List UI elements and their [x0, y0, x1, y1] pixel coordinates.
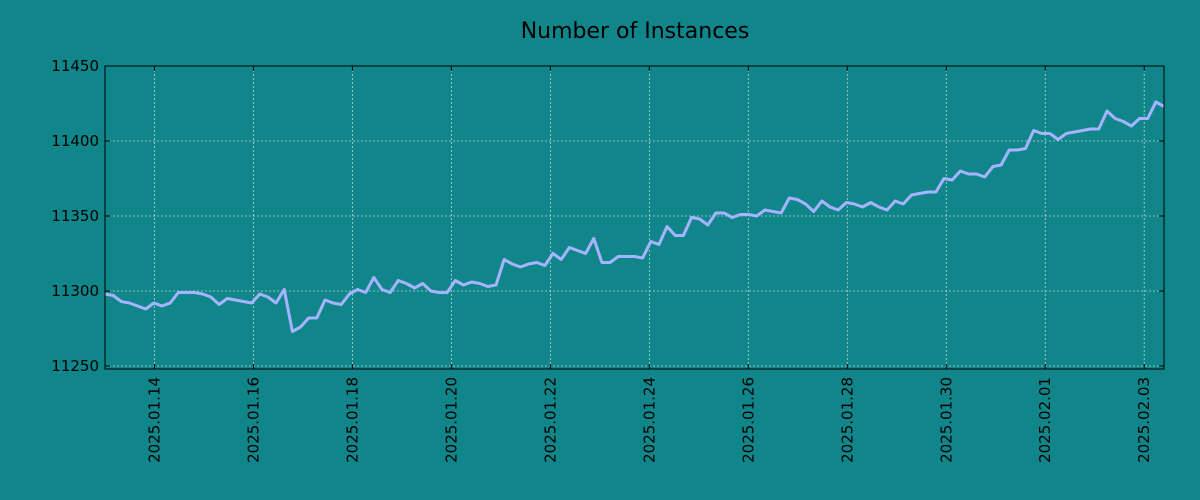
y-tick-label: 11400 [51, 132, 99, 150]
chart-title: Number of Instances [521, 19, 750, 44]
y-tick-label: 11300 [51, 282, 99, 300]
series-line [104, 100, 1165, 333]
x-tick-label: 2025.01.20 [442, 377, 460, 463]
x-tick-label: 2025.01.18 [343, 377, 361, 463]
x-tick-label: 2025.01.26 [739, 377, 757, 463]
x-tick-label: 2025.01.24 [640, 377, 658, 463]
y-tick-label: 11250 [51, 357, 99, 375]
x-tick-label: 2025.01.16 [244, 377, 262, 463]
x-tick-label: 2025.02.01 [1036, 377, 1054, 463]
grid [105, 65, 1164, 369]
x-tick-label: 2025.02.03 [1135, 377, 1153, 463]
plot-frame [104, 65, 1165, 370]
x-tick-label: 2025.01.28 [838, 377, 856, 463]
y-tick-label: 11350 [51, 207, 99, 225]
x-tick-label: 2025.01.14 [145, 377, 163, 463]
x-tick-label: 2025.01.30 [937, 377, 955, 463]
x-tick-label: 2025.01.22 [541, 377, 559, 463]
y-tick-label: 11450 [51, 57, 99, 75]
x-axis-ticks: 2025.01.14 2025.01.16 2025.01.18 2025.01.20… [145, 66, 1153, 463]
